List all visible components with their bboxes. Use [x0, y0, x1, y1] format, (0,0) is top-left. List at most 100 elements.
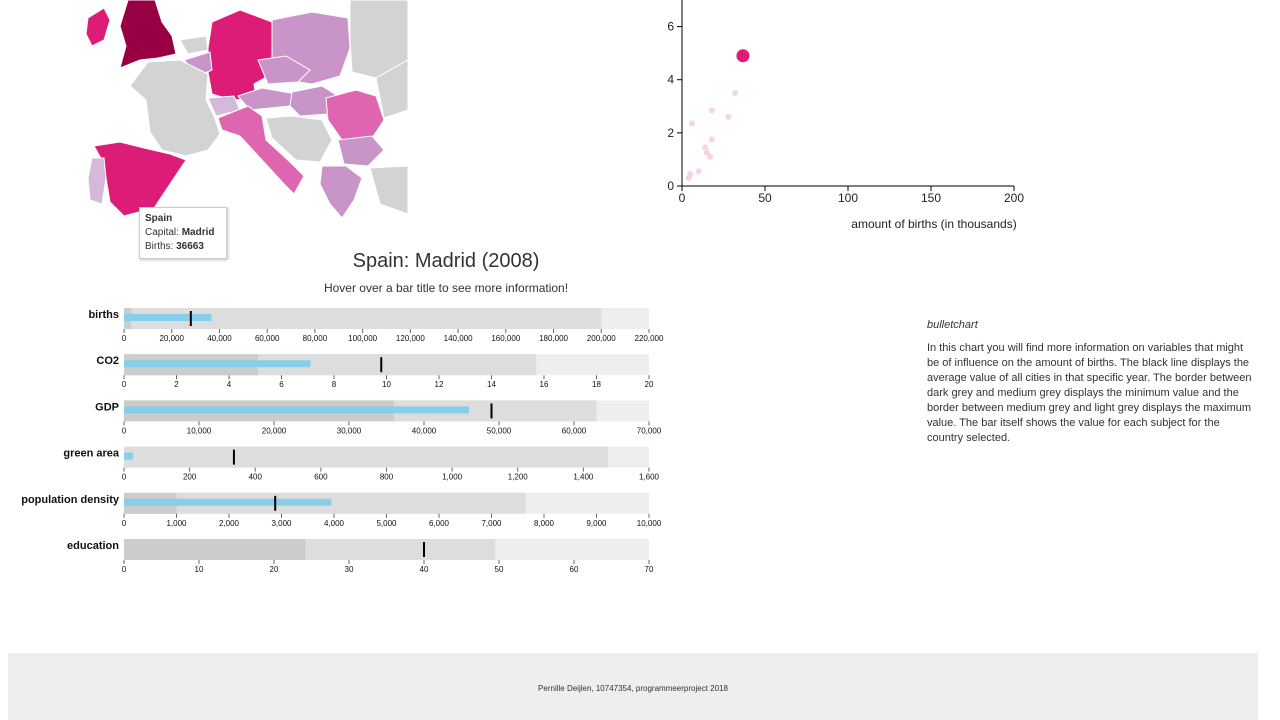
map-region-no-data[interactable] — [265, 115, 333, 163]
bullet-tick-label: 400 — [249, 473, 263, 482]
bullet-tick-label: 20 — [645, 380, 654, 389]
bullet-range-dark — [124, 539, 306, 560]
bullet-tick-label: 50 — [495, 565, 504, 574]
bullet-tick-label: 8,000 — [534, 519, 555, 528]
scatter-point[interactable] — [708, 107, 715, 114]
bulletchart-description: bulletchart In this chart you will find … — [927, 318, 1257, 446]
scatter-point[interactable] — [695, 168, 702, 175]
scatter-y-tick-label: 4 — [667, 73, 674, 87]
scatter-point[interactable] — [702, 144, 709, 151]
tooltip-births-label: Births: — [145, 241, 174, 252]
bullet-value-bar — [124, 498, 332, 506]
bullet-range-medium — [124, 446, 608, 468]
map-region-romania[interactable] — [325, 89, 385, 141]
bullet-tick-label: 4 — [227, 380, 232, 389]
bullet-chart-title: Spain: Madrid (2008) — [352, 250, 540, 272]
bullet-tick-label: 30,000 — [337, 426, 362, 435]
bullet-tick-label: 600 — [314, 473, 328, 482]
footer-credits: Pernille Deijlen, 10747354, programmeerp… — [538, 684, 728, 693]
scatter-y-tick-label: 2 — [667, 126, 674, 140]
bullet-tick-label: 18 — [592, 380, 601, 389]
bullet-row-gdp: GDP 0 10,000 20,000 30,000 40,000 50,000 60,000… — [95, 400, 662, 435]
bullet-tick-label: 60,000 — [562, 426, 587, 435]
scatter-point[interactable] — [688, 120, 695, 127]
bullet-tick-label: 140,000 — [444, 334, 473, 343]
bullet-row-label[interactable]: education — [67, 540, 119, 552]
map-region-no-data[interactable] — [179, 35, 209, 55]
bullet-tick-label: 0 — [122, 473, 127, 482]
map-region-no-data[interactable] — [375, 59, 409, 119]
bullet-tick-label: 0 — [122, 565, 127, 574]
bullet-tick-label: 50,000 — [487, 426, 512, 435]
map-region-italy[interactable] — [217, 105, 305, 195]
bullet-row-label[interactable]: green area — [63, 448, 120, 460]
scatter-point[interactable] — [707, 153, 714, 160]
bullet-tick-label: 10 — [195, 565, 204, 574]
bullet-tick-label: 120,000 — [396, 334, 425, 343]
map-region-ireland[interactable] — [85, 7, 111, 47]
map-region-greece[interactable] — [319, 165, 363, 219]
scatter-point[interactable] — [685, 175, 692, 182]
bullet-row-label[interactable]: births — [88, 309, 119, 321]
bullet-row-co2: CO2 0 2 4 6 8 10 12 14 16 18 20 — [96, 354, 654, 389]
bullet-tick-label: 100,000 — [348, 334, 377, 343]
bullet-tick-label: 6 — [279, 380, 284, 389]
tooltip-capital: Madrid — [181, 227, 215, 238]
bullet-tick-label: 800 — [380, 473, 394, 482]
bullet-value-bar — [124, 406, 469, 414]
bullet-tick-label: 6,000 — [429, 519, 450, 528]
bullet-row-education: education 0 10 20 30 40 50 60 70 — [67, 539, 654, 574]
description-text: In this chart you will find more informa… — [927, 342, 1252, 444]
scatter-x-tick-label: 50 — [758, 191, 772, 205]
scatter-x-axis-label: amount of births (in thousands) — [851, 217, 1016, 231]
bullet-tick-label: 220,000 — [635, 334, 664, 343]
bullet-row-label[interactable]: GDP — [95, 401, 119, 413]
bullet-tick-label: 180,000 — [539, 334, 568, 343]
bullet-tick-label: 1,600 — [639, 473, 660, 482]
bullet-tick-label: 20,000 — [159, 334, 184, 343]
map-region-bulgaria[interactable] — [337, 135, 385, 167]
bullet-row-label[interactable]: CO2 — [96, 355, 119, 367]
bullet-tick-label: 0 — [122, 380, 127, 389]
bullet-tick-label: 5,000 — [376, 519, 397, 528]
scatter-point[interactable] — [732, 90, 739, 96]
bullet-value-bar — [124, 360, 311, 368]
bullet-tick-label: 30 — [345, 565, 354, 574]
map-region-portugal[interactable] — [87, 157, 107, 205]
map-region-france[interactable] — [129, 59, 221, 157]
map-tooltip: Spain Capital: Madrid Births: 36663 — [139, 207, 227, 259]
bullet-tick-label: 20,000 — [262, 426, 287, 435]
tooltip-capital-label: Capital: — [145, 227, 179, 238]
bullet-chart-subtitle: Hover over a bar title to see more infor… — [323, 281, 569, 295]
scatter-chart: 0 2 4 6 0 50 100 150 200 amount of births (in th… — [667, 0, 1024, 231]
bullet-row-green-area: green area 0 200 400 600 800 1,000 1,200 1,400 1,… — [63, 446, 660, 482]
map-region-no-data[interactable] — [369, 165, 409, 215]
tooltip-births: 36663 — [176, 241, 204, 252]
bullet-chart: births 0 20,000 40,000 60,000 80,000 100,000 12… — [21, 308, 664, 574]
scatter-x-tick-label: 150 — [921, 191, 941, 205]
bullet-range-medium — [124, 308, 602, 329]
bullet-tick-label: 60,000 — [255, 334, 280, 343]
bullet-tick-label: 200,000 — [587, 334, 616, 343]
scatter-point[interactable] — [708, 136, 715, 143]
tooltip-country: Spain — [145, 213, 173, 224]
bullet-tick-label: 40 — [420, 565, 429, 574]
scatter-y-tick-label: 6 — [667, 20, 674, 34]
bullet-tick-label: 80,000 — [303, 334, 328, 343]
bullet-value-bar — [124, 452, 133, 460]
scatter-point[interactable] — [703, 149, 710, 156]
bullet-tick-label: 7,000 — [481, 519, 502, 528]
bullet-tick-label: 9,000 — [586, 519, 607, 528]
map-region-united-kingdom[interactable] — [119, 0, 177, 69]
bullet-tick-label: 1,000 — [166, 519, 187, 528]
bullet-tick-label: 2,000 — [219, 519, 240, 528]
description-title: bulletchart — [927, 319, 978, 331]
bullet-tick-label: 3,000 — [271, 519, 292, 528]
bullet-row-label[interactable]: population density — [21, 494, 120, 506]
scatter-point-selected[interactable] — [736, 49, 750, 63]
bullet-tick-label: 4,000 — [324, 519, 345, 528]
bullet-tick-label: 20 — [270, 565, 279, 574]
scatter-point[interactable] — [725, 113, 732, 120]
map-region-czech-republic[interactable] — [257, 55, 311, 85]
europe-map — [0, 0, 409, 229]
